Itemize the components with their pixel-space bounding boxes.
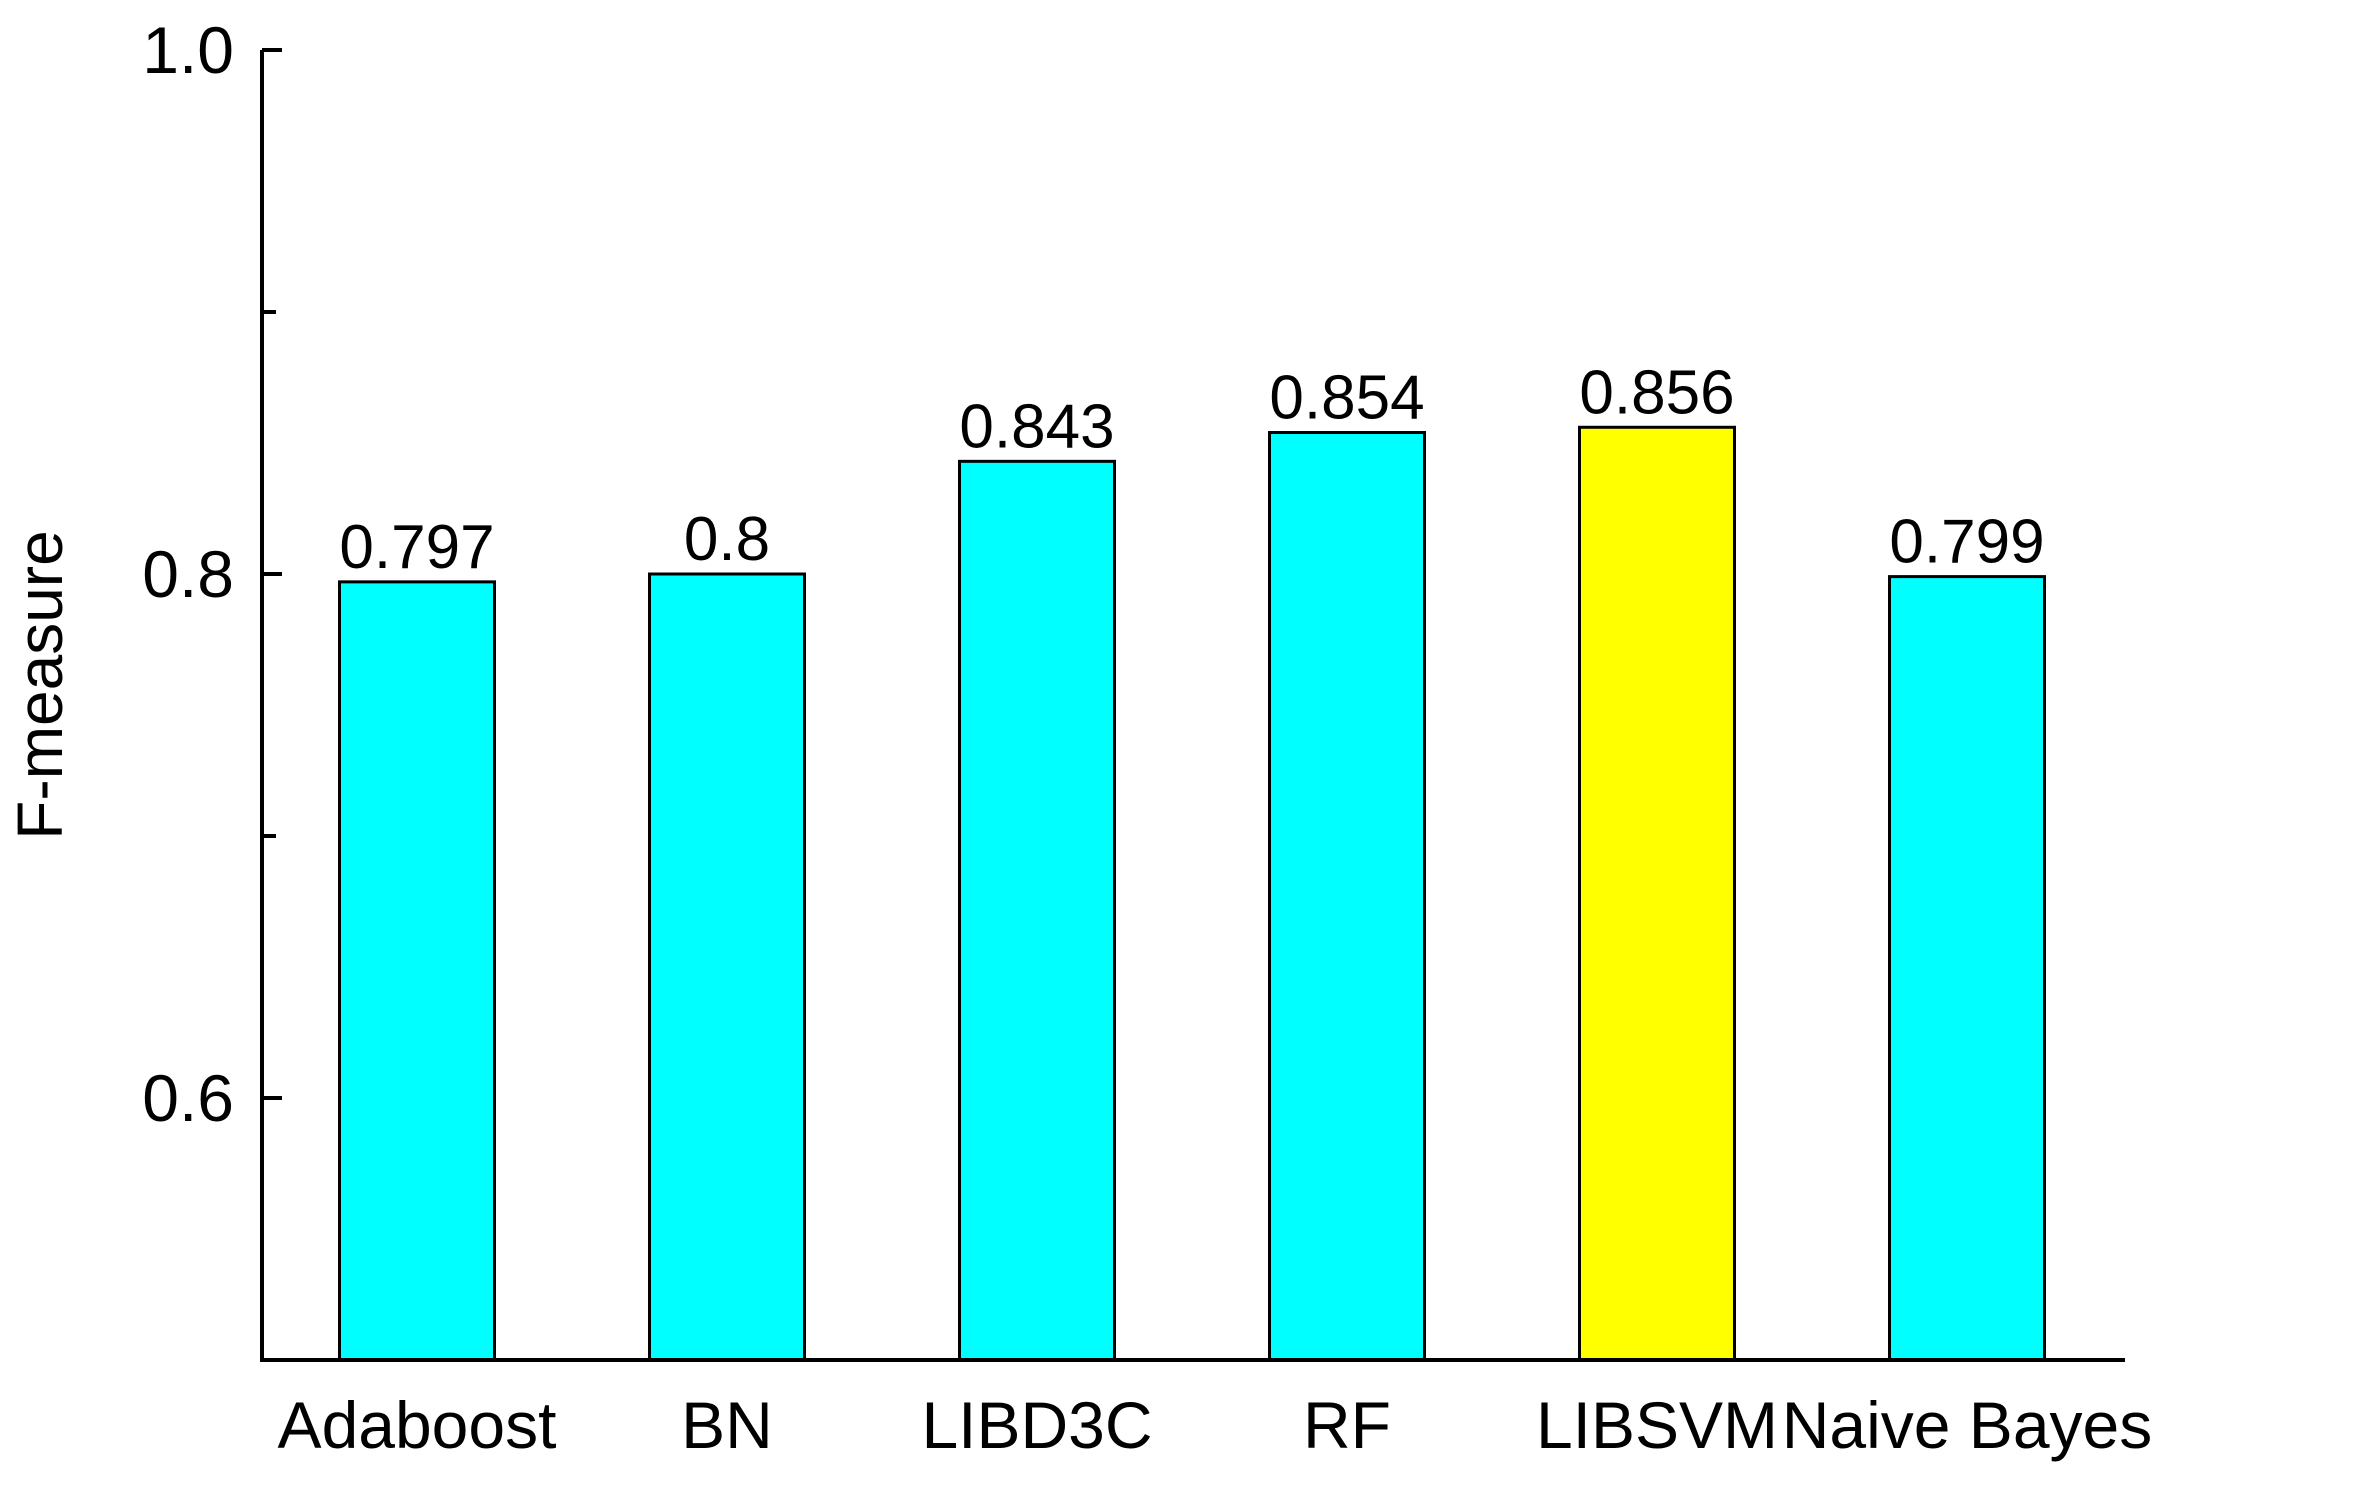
bar-rf — [1268, 431, 1426, 1362]
y-axis-ticks: 0.6 0.8 1.0 — [142, 13, 282, 1135]
value-label: 0.799 — [1889, 508, 2044, 577]
y-tick-label: 0.8 — [142, 537, 234, 611]
category-label: LIBD3C — [921, 1388, 1152, 1462]
category-label: RF — [1303, 1388, 1391, 1462]
category-label: Naive Bayes — [1782, 1388, 2153, 1462]
value-label: 0.856 — [1579, 358, 1734, 427]
bar-adaboost — [338, 580, 496, 1362]
value-labels-group: 0.797 0.8 0.843 0.854 0.856 0.799 — [339, 358, 2044, 582]
bar-bn — [648, 572, 806, 1362]
category-labels-group: Adaboost BN LIBD3C RF LIBSVM Naive Bayes — [278, 1388, 2153, 1462]
value-label: 0.843 — [959, 392, 1114, 461]
category-label: LIBSVM — [1536, 1388, 1778, 1462]
value-label: 0.854 — [1269, 364, 1424, 433]
value-label: 0.8 — [684, 505, 770, 574]
bar-libd3c — [958, 459, 1116, 1362]
category-label: BN — [681, 1388, 773, 1462]
bar-libsvm — [1578, 425, 1736, 1362]
bars-group — [338, 425, 2046, 1362]
y-tick-label: 1.0 — [142, 13, 234, 87]
category-label: Adaboost — [278, 1388, 557, 1462]
value-label: 0.797 — [339, 513, 494, 582]
bar-naive-bayes — [1888, 575, 2046, 1362]
axes-lines — [260, 50, 2125, 1362]
y-axis-title: F-measure — [4, 530, 76, 839]
y-tick-label: 0.6 — [142, 1061, 234, 1135]
